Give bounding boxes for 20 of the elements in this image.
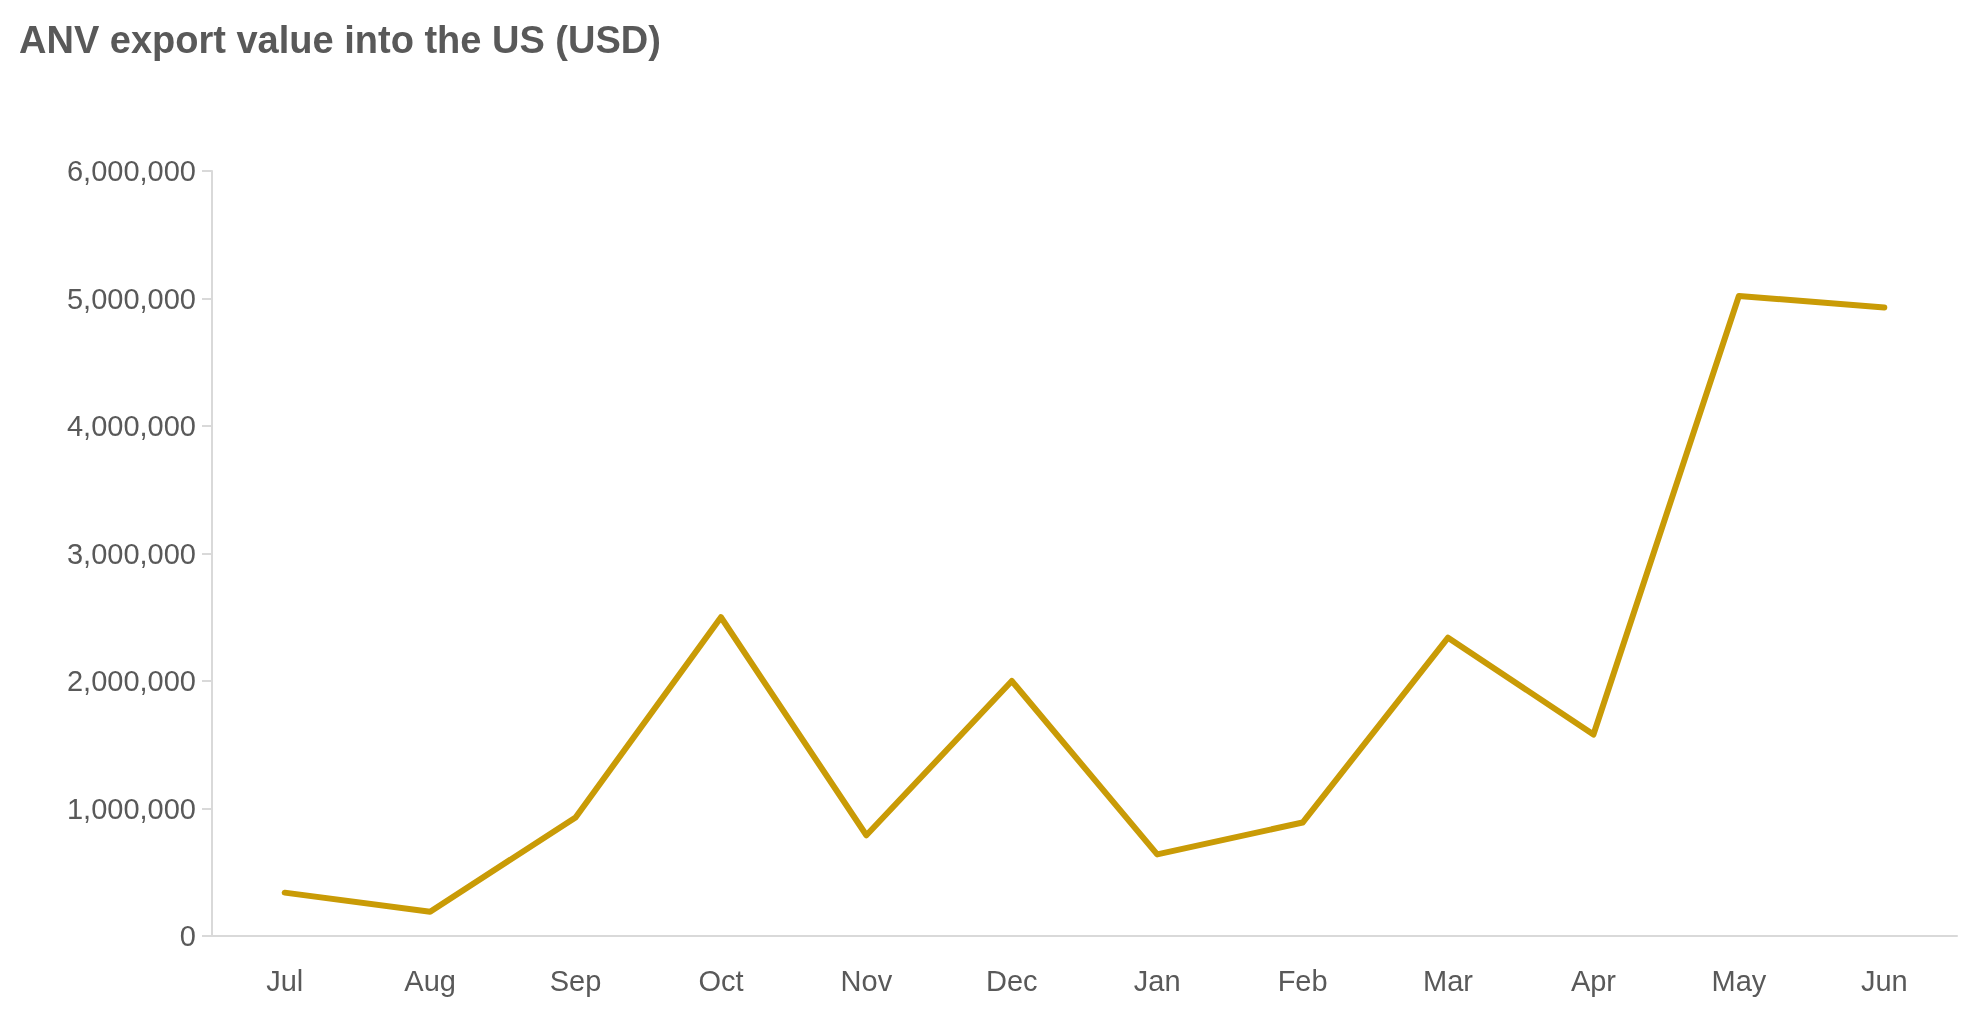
x-tick-label: May <box>1711 964 1767 997</box>
x-tick-label: Aug <box>404 964 456 997</box>
y-tick-label: 1,000,000 <box>66 792 196 825</box>
x-tick-label: Nov <box>840 964 893 997</box>
x-tick-label: Apr <box>1570 964 1617 997</box>
chart-title: ANV export value into the US (USD) <box>19 19 661 61</box>
y-tick-label: 0 <box>179 920 196 952</box>
x-tick-label: Oct <box>698 964 744 997</box>
x-tick-label: Sep <box>549 964 602 997</box>
y-tick-label: 5,000,000 <box>66 282 196 315</box>
x-tick-label: Mar <box>1423 964 1474 997</box>
y-tick-label: 3,000,000 <box>66 537 196 570</box>
x-tick-label: Jan <box>1133 964 1181 997</box>
x-tick-label: Jun <box>1860 964 1908 997</box>
x-tick-label: Dec <box>986 964 1038 997</box>
y-tick-label: 2,000,000 <box>66 665 196 697</box>
y-tick-label: 6,000,000 <box>66 155 196 187</box>
x-tick-label: Feb <box>1277 964 1328 997</box>
x-tick-label: Jul <box>266 964 304 997</box>
y-tick-label: 4,000,000 <box>66 410 196 442</box>
